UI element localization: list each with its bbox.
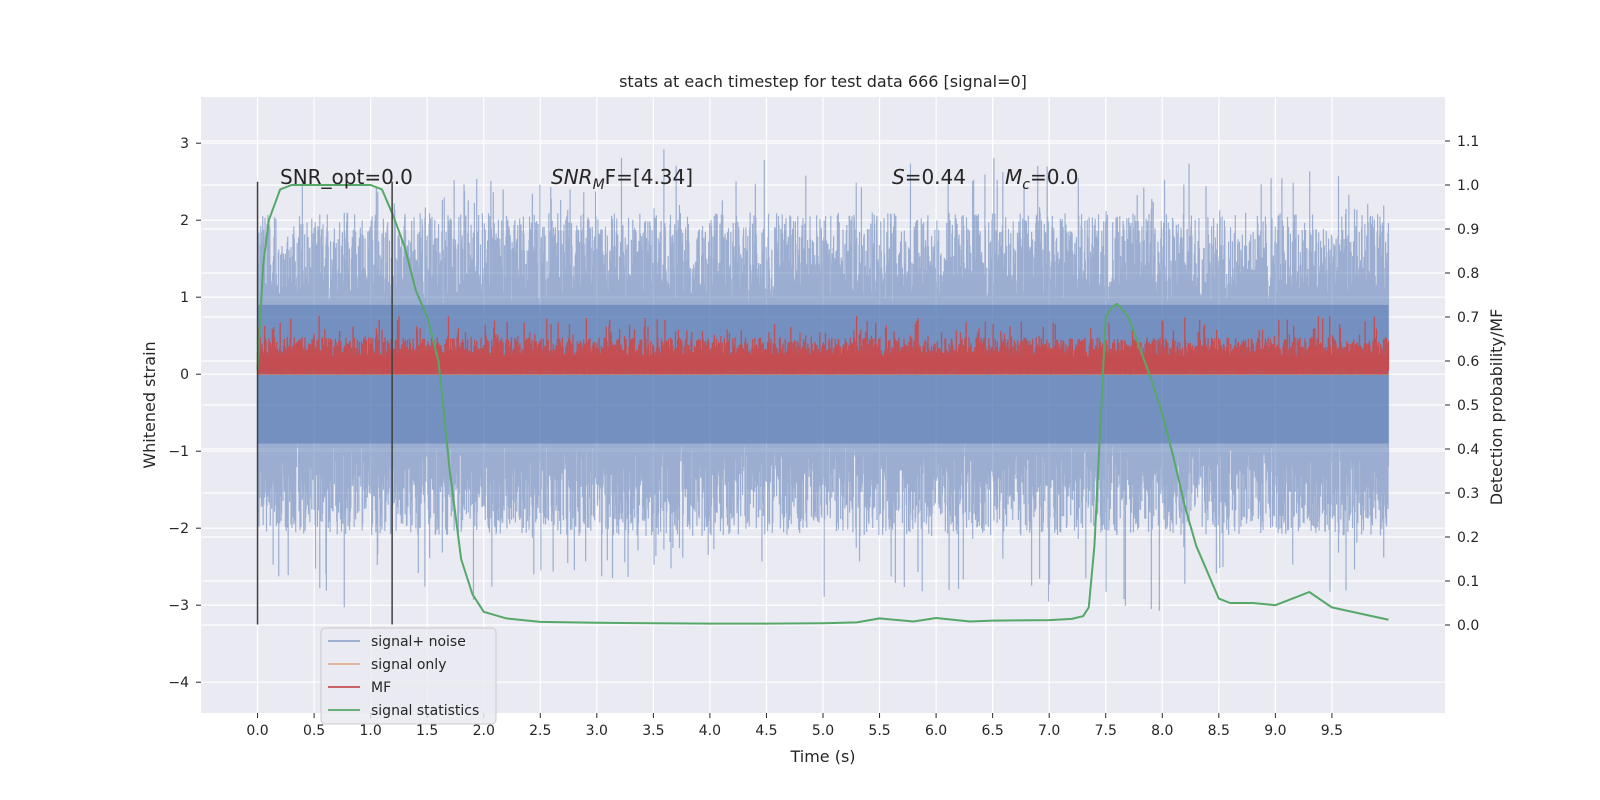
x-tick-label: 2.5 <box>529 723 551 739</box>
y-left-tick-label: 0 <box>180 367 189 383</box>
vertical-markers <box>256 181 393 625</box>
annotation-snr-mf-value: F=[4.34] <box>605 165 693 189</box>
x-tick-label: 3.0 <box>586 723 608 739</box>
y-left-tick-label: −4 <box>168 675 189 691</box>
x-tick-label: 4.0 <box>699 723 721 739</box>
annotation-snr-mf-subscript: M <box>593 177 605 193</box>
x-tick-label: 4.5 <box>755 723 777 739</box>
x-tick-label: 7.5 <box>1095 723 1117 739</box>
x-axis-ticks: 0.0 0.5 1.0 1.5 2.0 2.5 3.0 3.5 4.0 4.5 5.0 5.5 6.0 6… <box>246 713 1343 739</box>
annotation-mc-value: =0.0 <box>1030 165 1079 189</box>
y-right-tick-label: 0.9 <box>1457 222 1479 238</box>
y-right-tick-label: 0.5 <box>1457 398 1479 414</box>
x-tick-label: 0.0 <box>246 723 268 739</box>
y-right-tick-label: 0.4 <box>1457 442 1479 458</box>
y-right-tick-label: 0.0 <box>1457 618 1479 634</box>
annotation-s: S=0.44 <box>892 165 966 189</box>
y-right-tick-label: 0.6 <box>1457 354 1479 370</box>
y-right-axis-label: Detection probability/MF <box>1487 309 1506 506</box>
y-right-tick-label: 0.8 <box>1457 266 1479 282</box>
signal-statistics-line <box>256 184 1389 625</box>
x-axis-label: Time (s) <box>789 747 855 766</box>
x-tick-label: 9.0 <box>1264 723 1286 739</box>
y-right-tick-label: 1.0 <box>1457 178 1479 194</box>
y-right-tick-label: 0.2 <box>1457 530 1479 546</box>
x-tick-label: 6.0 <box>925 723 947 739</box>
chart-title: stats at each timestep for test data 666… <box>619 72 1027 91</box>
annotation-s-symbol: S <box>892 165 905 189</box>
y-left-tick-label: −3 <box>168 598 189 614</box>
y-left-tick-label: −1 <box>168 444 189 460</box>
x-tick-label: 5.0 <box>812 723 834 739</box>
y-right-axis-ticks: 1.1 1.0 0.9 0.8 0.7 0.6 0.5 0.4 0.3 0.2 0.1 0.0 <box>1445 134 1479 634</box>
legend-label-mf: MF <box>371 680 391 696</box>
legend-label-signal-noise: signal+ noise <box>371 634 466 650</box>
annotation-snr-opt: SNR_opt=0.0 <box>280 165 413 189</box>
y-left-axis-ticks: 3 2 1 0 −1 −2 −3 −4 <box>168 136 201 691</box>
y-left-axis-label: Whitened strain <box>140 341 159 468</box>
x-tick-label: 8.5 <box>1208 723 1230 739</box>
y-left-tick-label: 3 <box>180 136 189 152</box>
legend-label-signal-only: signal only <box>371 657 446 673</box>
legend: signal+ noise signal only MF signal stat… <box>320 627 497 725</box>
annotation-snr-mf-symbol: SNR <box>551 165 593 189</box>
legend-box <box>320 627 497 725</box>
x-tick-label: 7.0 <box>1038 723 1060 739</box>
x-tick-label: 9.5 <box>1321 723 1343 739</box>
y-left-tick-label: 1 <box>180 290 189 306</box>
x-tick-label: 2.0 <box>473 723 495 739</box>
annotation-s-value: =0.44 <box>905 165 966 189</box>
x-tick-label: 1.0 <box>360 723 382 739</box>
annotation-snr-mf: SNRMF=[4.34] <box>551 165 693 193</box>
y-left-tick-label: −2 <box>168 521 189 537</box>
annotation-mc: Mc=0.0 <box>1005 165 1079 193</box>
x-tick-label: 6.5 <box>982 723 1004 739</box>
x-tick-label: 8.0 <box>1151 723 1173 739</box>
y-right-tick-label: 0.1 <box>1457 574 1479 590</box>
x-tick-label: 1.5 <box>416 723 438 739</box>
series-mf <box>256 315 1390 375</box>
series-layer <box>256 149 1390 625</box>
mf-core <box>257 356 1389 375</box>
x-tick-label: 5.5 <box>868 723 890 739</box>
y-left-tick-label: 2 <box>180 213 189 229</box>
annotation-mc-subscript: c <box>1022 177 1030 193</box>
x-tick-label: 0.5 <box>303 723 325 739</box>
y-right-tick-label: 0.3 <box>1457 486 1479 502</box>
y-right-tick-label: 0.7 <box>1457 310 1479 326</box>
y-right-tick-label: 1.1 <box>1457 134 1479 150</box>
legend-label-signal-statistics: signal statistics <box>371 703 479 719</box>
x-tick-label: 3.5 <box>642 723 664 739</box>
annotation-mc-symbol: M <box>1005 165 1022 189</box>
